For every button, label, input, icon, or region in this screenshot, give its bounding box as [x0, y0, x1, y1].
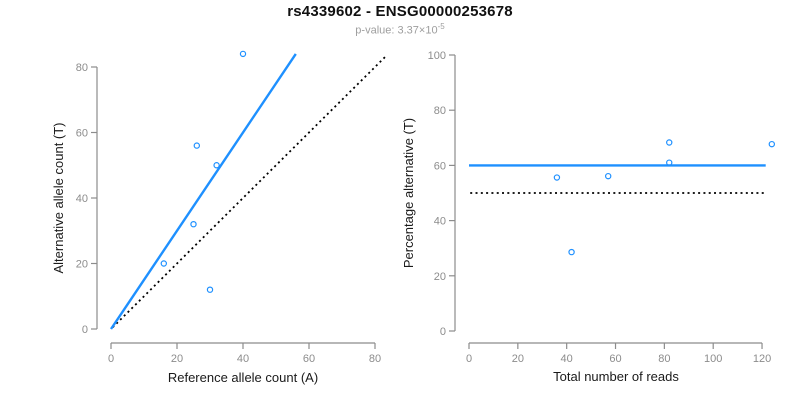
- x-tick-label: 40: [237, 353, 249, 365]
- data-point: [604, 172, 612, 180]
- y-tick-label: 20: [434, 271, 446, 283]
- x-tick-label: 100: [704, 353, 722, 365]
- subtitle-base: p-value: 3.37×10: [355, 24, 438, 37]
- x-tick-label: 60: [609, 353, 621, 365]
- subtitle-exponent: -5: [437, 22, 445, 31]
- data-point: [193, 142, 200, 149]
- data-point: [239, 50, 247, 58]
- y-axis-title: Alternative allele count (T): [51, 122, 66, 273]
- x-tick-label: 120: [753, 353, 771, 365]
- y-tick-label: 0: [82, 324, 88, 336]
- y-tick-label: 100: [428, 50, 446, 62]
- x-axis-title: Reference allele count (A): [168, 370, 318, 385]
- identity-line: [112, 54, 388, 329]
- y-tick-label: 40: [76, 193, 88, 205]
- x-tick-label: 40: [561, 353, 573, 365]
- chart-subtitle: p-value: 3.37×10-5: [0, 22, 800, 37]
- y-tick-label: 80: [434, 105, 446, 117]
- data-point: [553, 174, 561, 181]
- y-tick-label: 0: [440, 326, 446, 338]
- data-point: [160, 260, 167, 267]
- data-point: [666, 139, 673, 146]
- data-point: [190, 220, 197, 228]
- x-tick-label: 20: [512, 353, 524, 365]
- y-tick-label: 60: [434, 160, 446, 172]
- x-tick-label: 60: [303, 353, 315, 365]
- y-tick-label: 80: [76, 62, 88, 74]
- x-tick-label: 0: [108, 353, 114, 365]
- plot-panel: 0 20 40 60 80 0 20 40 60 80 Reference allele count…: [51, 50, 388, 385]
- data-point: [768, 140, 776, 148]
- data-point: [666, 159, 673, 166]
- data-point: [568, 248, 575, 256]
- fit-line: [110, 53, 297, 330]
- x-tick-label: 80: [369, 353, 381, 365]
- x-tick-label: 80: [658, 353, 670, 365]
- x-tick-label: 20: [171, 353, 183, 365]
- y-axis-title: Percentage alternative (T): [401, 118, 416, 268]
- data-point: [213, 162, 220, 169]
- y-tick-label: 20: [76, 259, 88, 271]
- x-tick-label: 0: [466, 353, 472, 365]
- y-tick-label: 40: [434, 216, 446, 228]
- plot-panel: 0 20 40 60 80 100 120 0 20 40 60 80 100 Total number …: [401, 50, 776, 384]
- data-point: [206, 286, 214, 293]
- chart-title: rs4339602 - ENSG00000253678: [287, 3, 513, 20]
- y-tick-label: 60: [76, 128, 88, 140]
- x-axis-title: Total number of reads: [553, 369, 679, 384]
